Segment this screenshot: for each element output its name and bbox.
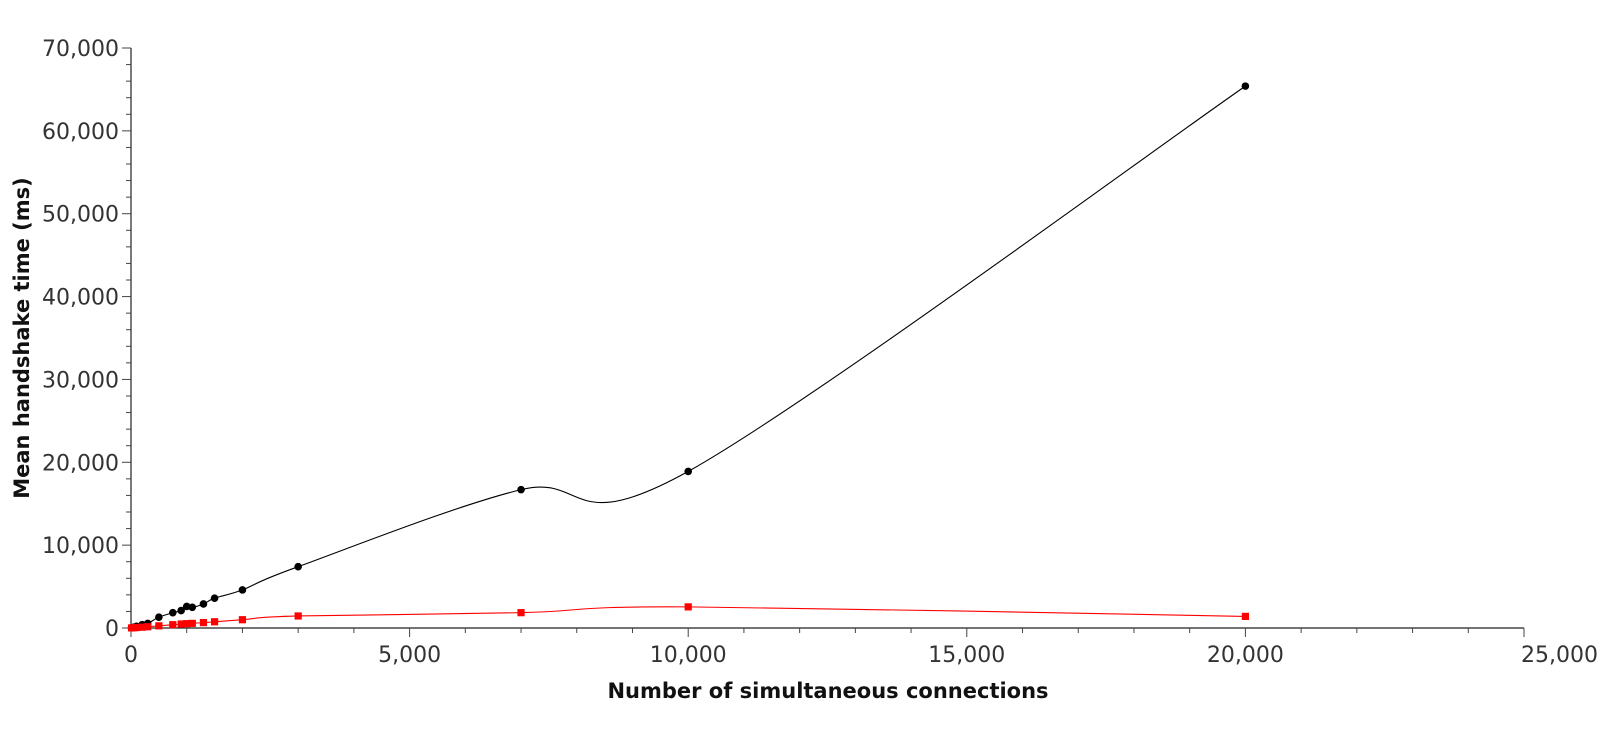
data-point bbox=[294, 612, 302, 620]
data-point bbox=[169, 621, 177, 629]
data-point bbox=[517, 609, 525, 617]
data-point bbox=[183, 620, 191, 628]
x-tick-label: 15,000 bbox=[928, 643, 1005, 668]
data-point bbox=[1241, 82, 1250, 90]
data-point bbox=[294, 562, 302, 571]
data-point bbox=[177, 620, 185, 628]
y-tick-label: 30,000 bbox=[42, 368, 119, 393]
data-point bbox=[199, 600, 208, 608]
x-tick-label: 20,000 bbox=[1207, 643, 1284, 668]
x-tick-label: 0 bbox=[124, 643, 138, 668]
y-tick-label: 10,000 bbox=[42, 534, 119, 559]
data-point bbox=[168, 608, 177, 617]
data-point bbox=[155, 622, 163, 630]
data-point bbox=[210, 618, 219, 626]
series-layer bbox=[127, 82, 1250, 632]
y-tick-label: 20,000 bbox=[42, 451, 119, 476]
data-point bbox=[684, 467, 692, 476]
data-point bbox=[1241, 612, 1249, 620]
y-axis-title: Mean handshake time (ms) bbox=[10, 177, 34, 499]
data-point bbox=[517, 485, 525, 494]
data-point bbox=[188, 603, 197, 612]
data-point bbox=[238, 616, 247, 624]
data-point bbox=[199, 619, 208, 627]
y-tick-label: 0 bbox=[105, 617, 119, 642]
series-line bbox=[131, 85, 1246, 629]
data-point bbox=[188, 619, 196, 627]
y-tick-label: 70,000 bbox=[42, 37, 119, 62]
data-point bbox=[238, 586, 247, 594]
data-point bbox=[177, 606, 185, 615]
series-2 bbox=[127, 603, 1249, 632]
x-tick-label: 5,000 bbox=[378, 643, 441, 668]
axes: 0 10,000 20,000 30,000 40,000 50,000 60,000 70,… bbox=[42, 37, 1598, 668]
y-tick-label: 40,000 bbox=[42, 286, 119, 311]
data-point bbox=[132, 623, 141, 632]
x-axis-title: Number of simultaneous connections bbox=[607, 679, 1048, 703]
y-tick-label: 60,000 bbox=[42, 120, 119, 145]
x-tick-label: 10,000 bbox=[650, 643, 727, 668]
data-point bbox=[182, 602, 191, 611]
data-point bbox=[210, 594, 219, 602]
data-point bbox=[138, 623, 146, 631]
x-tick-label: 25,000 bbox=[1521, 643, 1598, 668]
data-point bbox=[684, 603, 692, 611]
data-point bbox=[155, 613, 163, 622]
data-point bbox=[144, 623, 152, 631]
y-tick-label: 50,000 bbox=[42, 203, 119, 228]
series-1 bbox=[127, 82, 1250, 632]
